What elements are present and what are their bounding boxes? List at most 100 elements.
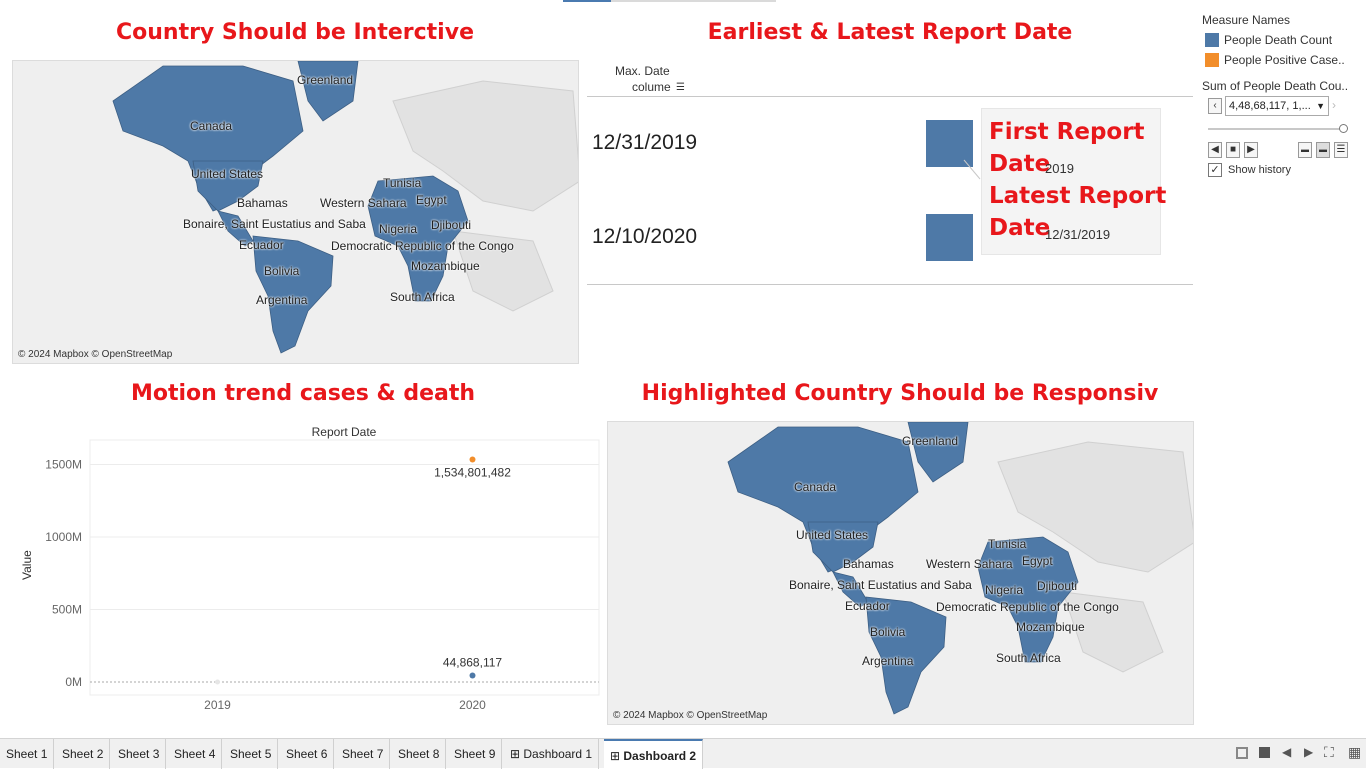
- map2-title: Highlighted Country Should be Responsiv: [641, 381, 1159, 406]
- tab-sheet-1[interactable]: Sheet 1: [0, 739, 55, 769]
- map2-label-greenland: Greenland: [902, 434, 959, 448]
- date-header-line1: Max. Date: [615, 64, 670, 78]
- map2-label-djibouti: Djibouti: [1037, 579, 1078, 593]
- film-strip-icon[interactable]: [1236, 747, 1248, 759]
- tab-label: Dashboard 2: [623, 749, 697, 763]
- data-point: [469, 672, 476, 679]
- date-header-line2: colume: [632, 80, 671, 94]
- map1-title: Country Should be Interctive: [115, 20, 474, 45]
- map2-label-bahamas: Bahamas: [843, 557, 894, 571]
- data-label: 1,534,801,482: [434, 465, 511, 479]
- map-2-shapes: [727, 422, 1193, 715]
- tab-dashboard-1[interactable]: ⊞ Dashboard 1: [504, 739, 600, 769]
- history-point: [215, 679, 220, 685]
- playback-slider-handle[interactable]: [1339, 124, 1348, 133]
- tab-label: Sheet 7: [342, 747, 384, 761]
- map2-label-ecuador: Ecuador: [845, 599, 890, 613]
- map1-label-argentina: Argentina: [256, 293, 308, 307]
- map1-label-bonaire: Bonaire, Saint Eustatius and Saba: [183, 217, 366, 231]
- playback-slider-track[interactable]: [1208, 128, 1342, 130]
- map-1[interactable]: Greenland Canada United States Bahamas B…: [12, 60, 579, 364]
- motion-title: Motion trend cases & death: [130, 381, 476, 406]
- show-history-checkbox[interactable]: ✓: [1208, 163, 1222, 177]
- filter-dropdown[interactable]: 4,48,68,117, 1,... ▼: [1225, 96, 1329, 116]
- map1-label-nigeria: Nigeria: [379, 222, 418, 236]
- tile-view-icon[interactable]: ▦: [1348, 744, 1362, 760]
- map2-label-mozambique: Mozambique: [1016, 620, 1085, 634]
- map1-label-djibouti: Djibouti: [431, 218, 472, 232]
- map1-label-us: United States: [191, 167, 264, 181]
- legend-swatch-positive[interactable]: [1205, 53, 1219, 67]
- map1-label-ecuador: Ecuador: [239, 238, 284, 252]
- legend-title: Measure Names: [1202, 13, 1291, 27]
- chevron-down-icon: ▼: [1316, 101, 1325, 111]
- tooltip-panel: [981, 108, 1161, 255]
- tab-sheet-6[interactable]: Sheet 6: [280, 739, 335, 769]
- map2-attribution: © 2024 Mapbox © OpenStreetMap: [613, 710, 768, 721]
- header-divider: [587, 96, 1193, 97]
- legend-label-death[interactable]: People Death Count: [1224, 33, 1333, 47]
- legend-swatch-death[interactable]: [1205, 33, 1219, 47]
- play-back-button[interactable]: ◀: [1208, 142, 1222, 158]
- tab-sheet-5[interactable]: Sheet 5: [224, 739, 279, 769]
- map1-label-egypt: Egypt: [416, 193, 447, 207]
- stop-button[interactable]: ■: [1226, 142, 1240, 158]
- tab-label: Sheet 3: [118, 747, 160, 761]
- y-tick-label: 0M: [65, 675, 82, 689]
- dashboard-icon: ⊞: [510, 747, 524, 761]
- tab-label: Sheet 1: [6, 747, 48, 761]
- tab-label: Sheet 6: [286, 747, 328, 761]
- map1-label-w-sahara: Western Sahara: [320, 196, 407, 210]
- tab-sheet-8[interactable]: Sheet 8: [392, 739, 447, 769]
- tab-label: Dashboard 1: [523, 747, 593, 761]
- tab-dashboard-2[interactable]: ⊞ Dashboard 2: [604, 739, 704, 769]
- speed-medium-button[interactable]: ▬: [1316, 142, 1330, 158]
- map2-label-drc: Democratic Republic of the Congo: [936, 600, 1119, 614]
- map1-label-greenland: Greenland: [297, 73, 354, 87]
- map1-label-bahamas: Bahamas: [237, 196, 288, 210]
- grid-view-icon[interactable]: [1259, 747, 1270, 758]
- y-tick-label: 1000M: [45, 530, 82, 544]
- map2-label-bonaire: Bonaire, Saint Eustatius and Saba: [789, 578, 972, 592]
- tab-sheet-4[interactable]: Sheet 4: [168, 739, 223, 769]
- filter-title: Sum of People Death Cou..: [1202, 79, 1349, 93]
- map1-label-drc: Democratic Republic of the Congo: [331, 239, 514, 253]
- x-tick-label: 2020: [459, 698, 486, 712]
- map1-attribution: © 2024 Mapbox © OpenStreetMap: [18, 349, 173, 360]
- scroll-left-icon[interactable]: ◀: [1282, 745, 1292, 759]
- date-square-earliest[interactable]: [926, 120, 973, 167]
- y-tick-label: 500M: [52, 603, 82, 617]
- map2-label-bolivia: Bolivia: [870, 625, 906, 639]
- dashboard-icon: ⊞: [610, 749, 624, 763]
- filter-next-button[interactable]: ›: [1332, 98, 1336, 112]
- tab-label: Sheet 5: [230, 747, 272, 761]
- tab-label: Sheet 2: [62, 747, 104, 761]
- tab-sheet-9[interactable]: Sheet 9: [448, 739, 503, 769]
- map-2[interactable]: Greenland Canada United States Bahamas B…: [607, 421, 1194, 725]
- sort-icon[interactable]: ☰: [676, 82, 685, 93]
- fullscreen-icon[interactable]: ⛶: [1324, 744, 1334, 760]
- tab-label: Sheet 9: [454, 747, 496, 761]
- tab-label: Sheet 4: [174, 747, 216, 761]
- date-square-latest[interactable]: [926, 214, 973, 261]
- speed-fast-button[interactable]: ☰: [1334, 142, 1348, 158]
- filter-prev-button[interactable]: ‹: [1208, 98, 1222, 114]
- map2-label-nigeria: Nigeria: [985, 583, 1024, 597]
- play-forward-button[interactable]: ▶: [1244, 142, 1258, 158]
- map1-label-tunisia: Tunisia: [383, 176, 422, 190]
- data-label: 44,868,117: [443, 655, 502, 669]
- scroll-right-icon[interactable]: ▶: [1304, 745, 1314, 759]
- map-1-shapes: [112, 61, 578, 354]
- date-row-latest: 12/10/2020: [592, 225, 698, 248]
- legend-label-positive[interactable]: People Positive Case..: [1224, 53, 1345, 67]
- tab-sheet-7[interactable]: Sheet 7: [336, 739, 391, 769]
- tooltip-latest-label-2: Date: [989, 215, 1051, 241]
- tab-sheet-2[interactable]: Sheet 2: [56, 739, 111, 769]
- dates-title: Earliest & Latest Report Date: [707, 20, 1073, 45]
- tab-sheet-3[interactable]: Sheet 3: [112, 739, 167, 769]
- motion-plot[interactable]: 0M 500M 1000M 1500M 2019 2020 1,534,801,482 44,…: [12, 420, 600, 732]
- speed-slow-button[interactable]: ▬: [1298, 142, 1312, 158]
- filter-dropdown-value: 4,48,68,117, 1,...: [1229, 100, 1311, 112]
- x-tick-label: 2019: [204, 698, 231, 712]
- map2-label-us: United States: [796, 528, 869, 542]
